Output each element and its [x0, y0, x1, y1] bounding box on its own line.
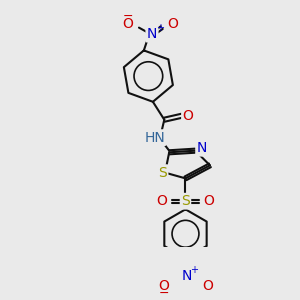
- Text: O: O: [167, 17, 178, 32]
- Text: S: S: [181, 194, 190, 208]
- Text: O: O: [156, 194, 167, 208]
- Text: N: N: [147, 27, 157, 41]
- Text: N: N: [182, 269, 192, 283]
- Text: O: O: [182, 109, 194, 123]
- Text: O: O: [202, 279, 213, 293]
- Text: +: +: [190, 265, 198, 275]
- Text: O: O: [158, 279, 169, 293]
- Text: S: S: [158, 166, 167, 180]
- Text: +: +: [156, 22, 164, 33]
- Text: −: −: [122, 10, 133, 23]
- Text: O: O: [204, 194, 214, 208]
- Text: −: −: [158, 287, 169, 300]
- Text: O: O: [122, 17, 133, 32]
- Text: HN: HN: [144, 130, 165, 145]
- Text: N: N: [196, 141, 207, 155]
